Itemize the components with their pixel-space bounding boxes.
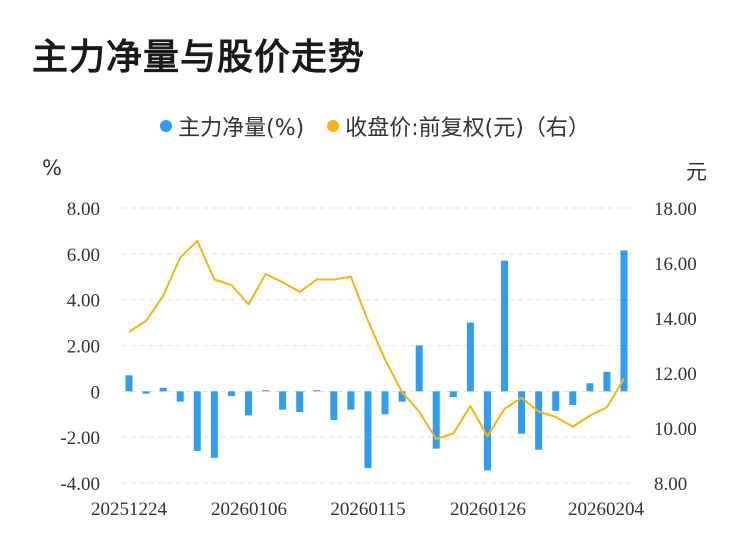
legend: 主力净量(%) 收盘价:前复权(元)（右） xyxy=(0,110,750,142)
bar xyxy=(466,322,474,392)
legend-bar-swatch xyxy=(160,120,173,132)
x-tick-label: 20260126 xyxy=(450,499,526,520)
bar xyxy=(586,383,594,392)
right-axis-unit: 元 xyxy=(686,160,707,184)
bar xyxy=(552,391,560,411)
right-tick-label: 16.00 xyxy=(654,254,697,275)
left-axis-unit: % xyxy=(42,156,62,180)
bar xyxy=(313,390,321,392)
bar xyxy=(518,391,526,434)
right-tick-label: 14.00 xyxy=(654,309,697,330)
bar xyxy=(483,391,491,471)
legend-item-line[interactable]: 收盘价:前复权(元)（右） xyxy=(327,110,590,142)
bar xyxy=(227,391,235,396)
bar xyxy=(210,391,218,458)
bar xyxy=(176,391,184,402)
bar xyxy=(449,391,457,398)
bar xyxy=(501,260,509,392)
right-tick-label: 10.00 xyxy=(654,419,697,440)
bar xyxy=(193,391,201,451)
left-tick-label: 0 xyxy=(91,382,101,403)
chart-title: 主力净量与股价走势 xyxy=(32,37,366,78)
bar xyxy=(125,375,133,392)
bar xyxy=(330,391,338,420)
x-tick-label: 20260115 xyxy=(330,499,405,520)
bar xyxy=(142,391,150,394)
bar xyxy=(347,391,355,410)
legend-bar-label: 主力净量(%) xyxy=(178,116,305,141)
bar xyxy=(535,391,543,450)
bar xyxy=(279,391,287,410)
left-tick-label: -4.00 xyxy=(60,474,100,495)
price-line xyxy=(128,240,625,440)
bar xyxy=(432,391,440,449)
right-tick-label: 12.00 xyxy=(654,364,697,385)
left-tick-label: 8.00 xyxy=(67,199,100,220)
bar xyxy=(244,391,252,416)
x-tick-label: 20251224 xyxy=(91,499,168,520)
left-tick-label: 6.00 xyxy=(67,245,100,266)
bar xyxy=(415,345,423,392)
bar xyxy=(159,387,167,392)
left-tick-label: -2.00 xyxy=(60,428,100,449)
bar xyxy=(364,391,372,469)
bar xyxy=(381,391,389,415)
right-tick-label: 18.00 xyxy=(654,199,697,220)
left-tick-label: 4.00 xyxy=(67,291,100,312)
bar xyxy=(398,391,406,402)
right-tick-label: 8.00 xyxy=(654,474,687,495)
bar xyxy=(620,250,628,392)
legend-line-swatch xyxy=(327,120,340,132)
legend-line-label: 收盘价:前复权(元)（右） xyxy=(345,116,590,141)
left-tick-label: 2.00 xyxy=(67,337,100,358)
legend-item-bars[interactable]: 主力净量(%) xyxy=(160,110,304,142)
bar xyxy=(569,391,577,406)
x-tick-label: 20260106 xyxy=(211,499,287,520)
x-tick-label: 20260204 xyxy=(568,499,645,520)
bar xyxy=(296,391,304,412)
bar xyxy=(603,371,611,392)
bar xyxy=(262,390,270,392)
